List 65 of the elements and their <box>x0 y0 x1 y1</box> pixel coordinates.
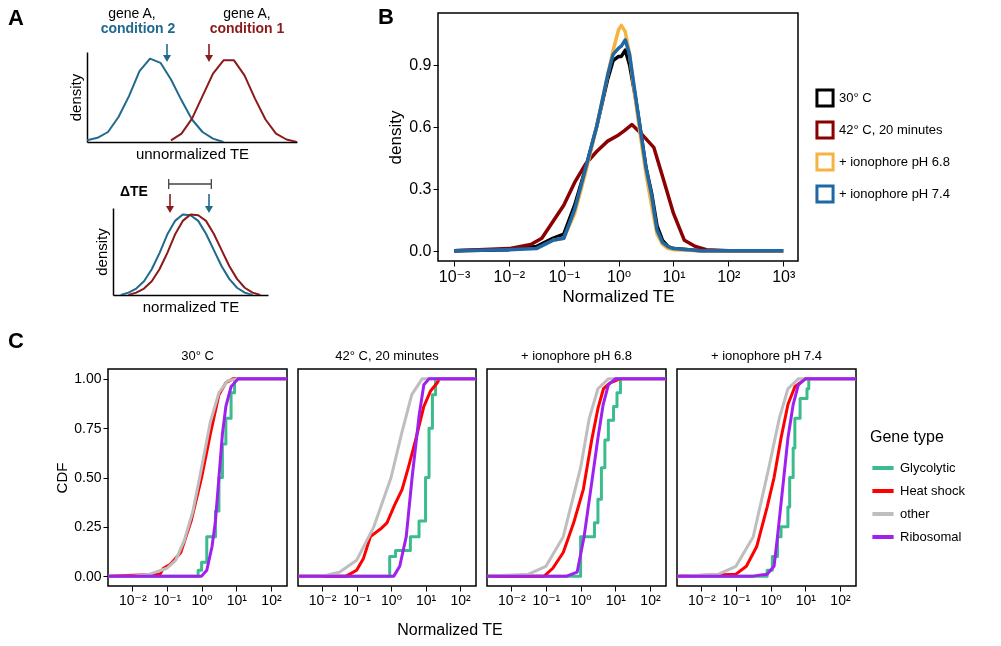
y-tick-label: 0.3 <box>409 180 432 198</box>
x-tick-label: 10¹ <box>415 591 437 608</box>
y-axis-title: density <box>386 110 406 165</box>
x-tick-label: 10² <box>830 591 851 608</box>
x-tick-label: 10⁻¹ <box>548 267 581 285</box>
legend-label: 42° C, 20 minutes <box>839 122 943 137</box>
chart-title: + ionophore pH 6.8 <box>521 348 632 363</box>
chart-title: 30° C <box>181 348 214 363</box>
y-tick-label: 0.00 <box>74 567 102 584</box>
x-tick-label: 10³ <box>772 267 796 285</box>
legend-label: 30° C <box>839 90 872 105</box>
x-tick-label: 10⁻¹ <box>722 591 751 608</box>
y-tick-label: 0.6 <box>409 118 432 136</box>
x-tick-label: 10¹ <box>662 267 686 285</box>
text: ΔTE <box>120 183 148 199</box>
x-axis-title: Normalized TE <box>397 621 503 638</box>
x-axis-title: Normalized TE <box>562 286 675 306</box>
x-tick-label: 10⁻² <box>118 591 147 608</box>
x-tick-label: 10⁻¹ <box>532 591 561 608</box>
x-tick-label: 10¹ <box>795 591 817 608</box>
legend-label: Ribosomal <box>900 529 962 544</box>
y-tick-label: 0.50 <box>74 469 102 485</box>
x-tick-label: 10⁻³ <box>438 267 471 285</box>
legend-label: other <box>900 506 931 521</box>
legend-label: Heat shock <box>900 483 966 498</box>
text: B <box>378 4 394 29</box>
y-tick-label: 0.25 <box>74 518 102 535</box>
y-tick-label: 0.9 <box>409 56 432 74</box>
x-tick-label: 10⁰ <box>760 591 783 608</box>
text: condition 1 <box>209 20 285 36</box>
text: condition 2 <box>100 20 176 36</box>
x-tick-label: 10¹ <box>605 591 627 608</box>
chart-title: 42° C, 20 minutes <box>335 348 440 363</box>
y-tick-label: 1.00 <box>74 370 102 387</box>
x-tick-label: 10⁻¹ <box>343 591 372 608</box>
y-axis-title: density <box>92 227 110 276</box>
y-tick-label: 0.75 <box>74 419 102 436</box>
text: gene A, <box>223 5 271 21</box>
x-axis-title: unnormalized TE <box>135 144 250 162</box>
legend-label: + ionophore pH 6.8 <box>839 154 950 169</box>
x-tick-label: 10⁰ <box>380 591 403 608</box>
text: C <box>8 328 24 353</box>
x-tick-label: 10² <box>261 591 282 608</box>
x-tick-label: 10⁻² <box>497 591 526 608</box>
x-tick-label: 10² <box>450 591 472 608</box>
x-tick-label: 10⁻² <box>308 591 337 608</box>
legend-title: Gene type <box>870 428 944 445</box>
x-tick-label: 10⁻¹ <box>153 591 182 608</box>
y-axis-title: density <box>66 73 84 122</box>
y-tick-label: 0.0 <box>409 242 432 260</box>
x-tick-label: 10² <box>640 591 661 608</box>
chart-title: + ionophore pH 7.4 <box>711 348 822 363</box>
x-axis-title: normalized TE <box>142 297 240 315</box>
text: A <box>8 5 24 30</box>
legend-label: Glycolytic <box>900 460 957 475</box>
x-tick-label: 10⁰ <box>607 267 632 285</box>
x-tick-label: 10⁰ <box>191 591 214 608</box>
x-tick-label: 10⁻² <box>687 591 716 608</box>
x-tick-label: 10⁰ <box>570 591 593 608</box>
y-axis-title: CDF <box>53 462 71 494</box>
legend-label: + ionophore pH 7.4 <box>839 186 950 201</box>
text: gene A, <box>108 5 156 21</box>
x-tick-label: 10¹ <box>226 591 248 608</box>
x-tick-label: 10² <box>717 267 742 285</box>
x-tick-label: 10⁻² <box>493 267 526 285</box>
